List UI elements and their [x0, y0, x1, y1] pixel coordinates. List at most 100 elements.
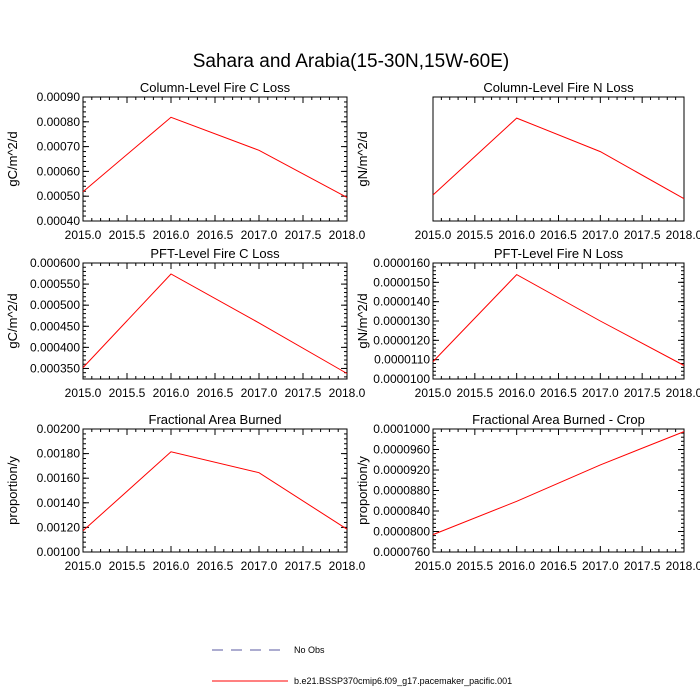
- y-tick-label: 0.00080: [37, 115, 81, 129]
- y-tick-label: 0.0000800: [373, 525, 430, 539]
- panel-title: PFT-Level Fire C Loss: [150, 246, 280, 261]
- figure-title: Sahara and Arabia(15-30N,15W-60E): [193, 51, 510, 72]
- x-tick-label: 2016.5: [540, 386, 577, 400]
- x-tick-label: 2016.0: [498, 559, 535, 573]
- x-tick-label: 2018.0: [329, 559, 366, 573]
- chart-panel-1: 2015.0 2015.5 2016.0 2016.5 2017.0 2017.5 2018…: [5, 80, 366, 242]
- x-tick-label: 2018.0: [329, 228, 366, 242]
- x-tick-label: 2016.5: [197, 228, 234, 242]
- plot-frame: [82, 96, 348, 222]
- chart-panel-3: 2015.0 2015.5 2016.0 2016.5 2017.0 2017.5 2018…: [5, 246, 366, 400]
- panel-title: Column-Level Fire N Loss: [483, 80, 634, 95]
- plot-frame: [432, 262, 685, 380]
- y-tick-label: 0.000450: [30, 319, 80, 333]
- x-tick-label: 2018.0: [666, 228, 700, 242]
- x-tick-label: 2015.0: [415, 559, 452, 573]
- chart-panels: 2015.0 2015.5 2016.0 2016.5 2017.0 2017.5 2018…: [5, 80, 700, 573]
- x-tick-label: 2017.0: [241, 386, 278, 400]
- panel-title: Column-Level Fire C Loss: [140, 80, 291, 95]
- x-tick-label: 2017.5: [624, 228, 661, 242]
- x-tick-label: 2017.5: [285, 559, 322, 573]
- series-line: [82, 273, 348, 374]
- y-tick-label: 0.0000160: [373, 256, 430, 270]
- series-line: [82, 116, 348, 198]
- x-tick-label: 2016.0: [153, 228, 190, 242]
- legend-entry: b.e21.BSSP370cmip6.f09_g17.pacemaker_pac…: [212, 676, 512, 686]
- y-tick-label: 0.00070: [37, 140, 81, 154]
- x-tick-label: 2017.0: [241, 228, 278, 242]
- y-tick-label: 0.00040: [37, 214, 81, 228]
- panel-title: Fractional Area Burned: [149, 412, 282, 427]
- y-axis-label: gC/m^2/d: [5, 131, 20, 186]
- x-tick-label: 2015.5: [109, 228, 146, 242]
- panel-title: PFT-Level Fire N Loss: [494, 246, 624, 261]
- x-tick-label: 2017.5: [624, 386, 661, 400]
- x-tick-label: 2017.5: [285, 228, 322, 242]
- y-tick-label: 0.0000120: [373, 333, 430, 347]
- x-tick-label: 2017.0: [582, 386, 619, 400]
- x-tick-label: 2015.0: [415, 228, 452, 242]
- chart-panel-6: 2015.0 2015.5 2016.0 2016.5 2017.0 2017.5 2018…: [355, 412, 700, 573]
- legend: No Obs b.e21.BSSP370cmip6.f09_g17.pacemak…: [212, 645, 512, 686]
- plot-frame: [432, 96, 685, 222]
- y-tick-label: 0.0000140: [373, 295, 430, 309]
- y-tick-label: 0.00160: [37, 471, 81, 485]
- y-tick-label: 0.0000840: [373, 504, 430, 518]
- x-tick-label: 2016.5: [540, 228, 577, 242]
- x-tick-label: 2016.5: [197, 386, 234, 400]
- legend-label: b.e21.BSSP370cmip6.f09_g17.pacemaker_pac…: [294, 676, 512, 686]
- chart-panel-4: 2015.0 2015.5 2016.0 2016.5 2017.0 2017.5 2018…: [355, 246, 700, 400]
- y-tick-label: 0.00050: [37, 189, 81, 203]
- x-tick-label: 2015.5: [109, 386, 146, 400]
- x-tick-label: 2017.5: [285, 386, 322, 400]
- x-tick-label: 2016.5: [197, 559, 234, 573]
- y-tick-label: 0.00100: [37, 545, 81, 559]
- y-tick-label: 0.0000130: [373, 314, 430, 328]
- plot-frame: [82, 428, 348, 553]
- chart-panel-5: 2015.0 2015.5 2016.0 2016.5 2017.0 2017.5 2018…: [5, 412, 366, 573]
- x-tick-label: 2016.0: [498, 228, 535, 242]
- y-tick-label: 0.0000960: [373, 443, 430, 457]
- y-tick-label: 0.00200: [37, 422, 81, 436]
- x-tick-label: 2016.0: [153, 559, 190, 573]
- y-tick-label: 0.00060: [37, 164, 81, 178]
- series-line: [432, 431, 685, 536]
- x-tick-label: 2015.0: [65, 386, 102, 400]
- y-tick-label: 0.000550: [30, 277, 80, 291]
- x-tick-label: 2016.0: [153, 386, 190, 400]
- y-tick-label: 0.0000880: [373, 484, 430, 498]
- y-tick-label: 0.000350: [30, 361, 80, 375]
- y-tick-label: 0.000600: [30, 256, 80, 270]
- y-axis-label: proportion/y: [5, 456, 20, 525]
- plot-frame: [432, 428, 685, 553]
- y-tick-label: 0.0000150: [373, 275, 430, 289]
- series-line: [432, 117, 685, 200]
- x-tick-label: 2017.0: [582, 559, 619, 573]
- series-line: [82, 451, 348, 532]
- x-tick-label: 2015.5: [456, 386, 493, 400]
- panel-title: Fractional Area Burned - Crop: [472, 412, 645, 427]
- x-tick-label: 2015.5: [109, 559, 146, 573]
- x-tick-label: 2018.0: [329, 386, 366, 400]
- chart-panel-2: 2015.0 2015.5 2016.0 2016.5 2017.0 2017.5 2018…: [355, 80, 700, 242]
- x-tick-label: 2017.0: [241, 559, 278, 573]
- y-tick-label: 0.0001000: [373, 422, 430, 436]
- x-tick-label: 2016.0: [498, 386, 535, 400]
- legend-label: No Obs: [294, 645, 325, 655]
- y-axis-label: gN/m^2/d: [355, 293, 370, 348]
- x-tick-label: 2017.0: [582, 228, 619, 242]
- y-tick-label: 0.00120: [37, 520, 81, 534]
- y-tick-label: 0.000500: [30, 298, 80, 312]
- x-tick-label: 2015.0: [65, 228, 102, 242]
- x-tick-label: 2015.5: [456, 228, 493, 242]
- x-tick-label: 2018.0: [666, 559, 700, 573]
- y-axis-label: gC/m^2/d: [5, 293, 20, 348]
- y-tick-label: 0.0000760: [373, 545, 430, 559]
- x-tick-label: 2018.0: [666, 386, 700, 400]
- y-tick-label: 0.0000920: [373, 463, 430, 477]
- y-tick-label: 0.00180: [37, 447, 81, 461]
- x-tick-label: 2016.5: [540, 559, 577, 573]
- x-tick-label: 2017.5: [624, 559, 661, 573]
- series-line: [432, 273, 685, 366]
